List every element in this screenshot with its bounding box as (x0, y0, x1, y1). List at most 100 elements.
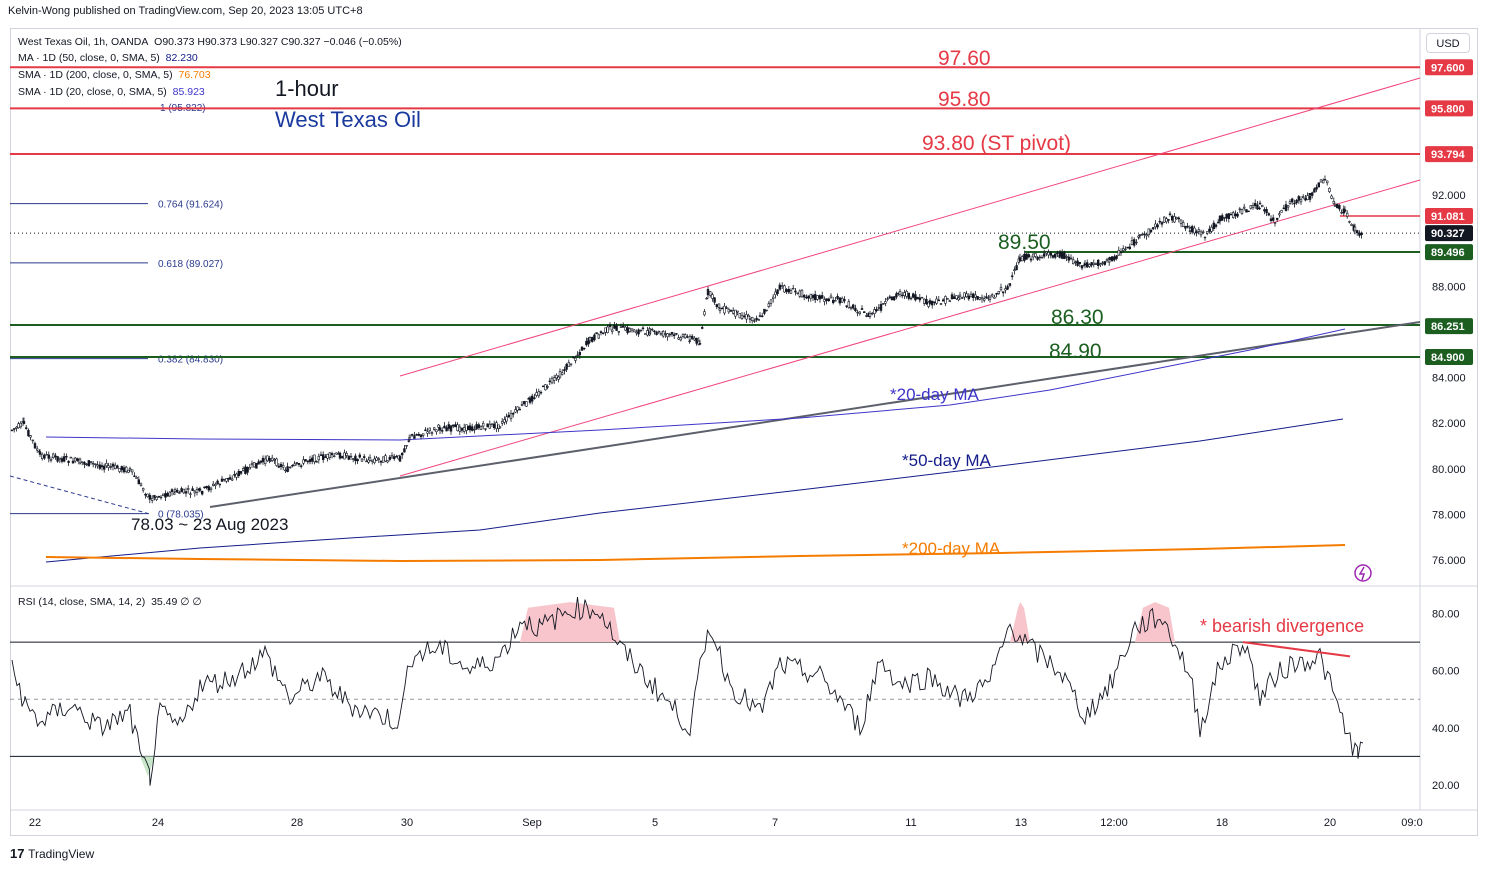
candle-body (661, 331, 665, 337)
candle-body (1317, 182, 1321, 188)
legend-ma50[interactable]: MA · 1D (50, close, 0, SMA, 5) 82.230 (18, 52, 198, 64)
candle-body (451, 424, 455, 427)
candle-body (588, 337, 592, 341)
ma50-line (45, 418, 1344, 563)
candle-body (1076, 260, 1079, 266)
candle-body (520, 404, 524, 406)
candle-body (1054, 253, 1057, 258)
candle-body (277, 465, 280, 468)
channel-lower-line (399, 179, 1421, 477)
candle-body (157, 495, 160, 498)
tradingview-logo[interactable]: 17 TradingView (10, 846, 94, 861)
candle-body (641, 327, 645, 329)
candle-body (395, 456, 398, 458)
candle-body (1111, 256, 1114, 262)
candle-body (40, 453, 44, 459)
ma200-line (45, 544, 1346, 563)
candle-body (560, 372, 564, 375)
candle-body (1158, 220, 1162, 223)
time-tick-label: 30 (401, 817, 413, 829)
candle-body (388, 456, 391, 460)
candle-body (231, 478, 234, 481)
legend-sma200[interactable]: SMA · 1D (200, close, 0, SMA, 5) 76.703 (18, 69, 211, 81)
rsi-legend[interactable]: RSI (14, close, SMA, 14, 2) 35.49 ∅ ∅ (18, 596, 201, 608)
candle-body (373, 458, 376, 463)
candle-body (235, 473, 238, 478)
candle-body (1154, 223, 1157, 228)
candle-body (1047, 252, 1050, 256)
candle-body (1323, 179, 1327, 181)
candle-body (585, 340, 588, 346)
candle-body (571, 356, 575, 359)
candle-body (539, 391, 543, 394)
candle-body (1188, 230, 1192, 232)
candle-body (606, 326, 609, 334)
candle-body (1308, 195, 1312, 200)
candle-body (877, 307, 881, 309)
dashed-trendline (9, 475, 151, 515)
candle-body (823, 299, 826, 302)
candle-body (816, 295, 819, 300)
candle-body (541, 385, 545, 388)
time-tick-label: 20 (1324, 817, 1336, 829)
candle-body (1083, 263, 1087, 266)
candle-body (481, 422, 485, 427)
candle-body (807, 295, 810, 299)
candle-body (1311, 192, 1314, 196)
candle-body (488, 423, 491, 429)
candle-body (400, 452, 404, 456)
time-tick-label: 12:00 (1100, 817, 1128, 829)
candle-body (769, 299, 773, 304)
tv-logo-icon: 17 (10, 846, 25, 861)
candle-body (408, 434, 412, 438)
candle-body (1229, 213, 1233, 216)
candle-body (836, 295, 839, 299)
candle-body (617, 331, 621, 333)
candle-body (1263, 209, 1266, 212)
candle-body (748, 318, 752, 320)
candle-body (1306, 195, 1309, 200)
legend-sma20[interactable]: SMA · 1D (20, close, 0, SMA, 5) 85.923 (18, 86, 205, 98)
candle-body (1328, 188, 1331, 192)
candle-body (941, 299, 945, 302)
candle-body (1276, 217, 1279, 220)
rsi-tick-label: 60.00 (1432, 666, 1460, 678)
rsi-oversold-fill (140, 756, 155, 777)
candle-body (1135, 241, 1138, 244)
candle-body (454, 424, 457, 428)
candle-body (1302, 196, 1305, 199)
candle-body (604, 327, 607, 333)
price-tag-label: 90.327 (1431, 228, 1465, 240)
candle-body (415, 434, 418, 436)
candle-body (1299, 199, 1303, 203)
candle-body (107, 465, 110, 468)
candle-body (139, 483, 143, 486)
rsi-line (11, 596, 1364, 786)
legend-sma20-label: SMA · 1D (20, close, 0, SMA, 5) (18, 86, 167, 98)
candle-body (465, 424, 468, 431)
candle-body (765, 309, 768, 312)
candle-body (711, 294, 714, 299)
candle-body (62, 456, 66, 462)
candle-body (443, 425, 446, 429)
candle-body (233, 474, 236, 476)
fib-label: 0.618 (89.027) (158, 259, 223, 270)
candle-body (734, 309, 737, 317)
candle-body (576, 354, 579, 357)
price-tick-label: 80.000 (1432, 464, 1466, 476)
candle-body (345, 453, 348, 456)
candle-body (522, 401, 526, 405)
candle-body (131, 469, 134, 473)
candle-body (187, 488, 190, 490)
candle-body (495, 422, 498, 429)
candle-body (619, 326, 623, 328)
candle-body (1130, 240, 1134, 245)
candle-body (438, 427, 442, 431)
candle-body (825, 298, 828, 301)
currency-button[interactable]: USD (1426, 33, 1470, 53)
candle-body (982, 298, 986, 301)
candle-body (1056, 252, 1059, 255)
candle-body (381, 456, 385, 463)
candle-body (767, 303, 771, 307)
